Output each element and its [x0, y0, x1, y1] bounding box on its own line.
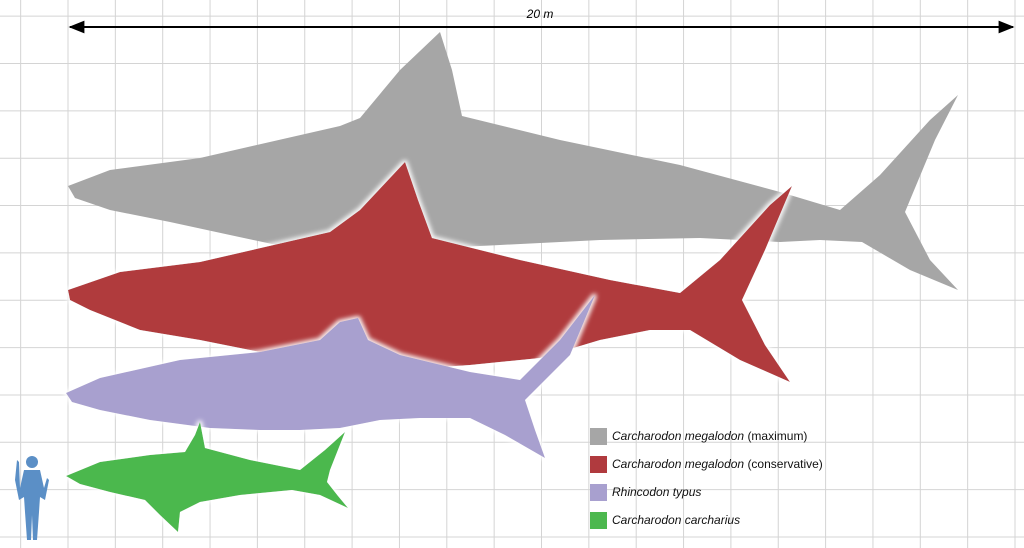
scale-label: 20 m [526, 7, 554, 21]
species: Carcharodon megalodon [612, 429, 744, 443]
legend-label: Carcharodon megalodon (conservative) [612, 457, 823, 471]
note: (maximum) [747, 429, 807, 443]
legend-swatch [590, 484, 607, 501]
legend-swatch [590, 456, 607, 473]
note: (conservative) [747, 457, 822, 471]
legend-label: Rhincodon typus [612, 485, 701, 499]
legend-label: Carcharodon megalodon (maximum) [612, 429, 807, 443]
carcharodon-carcharias [66, 422, 348, 532]
megalodon-conservative [68, 162, 792, 382]
species: Carcharodon megalodon [612, 457, 744, 471]
legend-label: Carcharodon carcharius [612, 513, 740, 527]
megalodon-maximum [68, 32, 958, 290]
legend: Carcharodon megalodon (maximum) Carcharo… [590, 428, 823, 529]
rhincodon-typus [66, 295, 595, 458]
human-figure [15, 456, 49, 540]
legend-swatch [590, 512, 607, 529]
legend-swatch [590, 428, 607, 445]
